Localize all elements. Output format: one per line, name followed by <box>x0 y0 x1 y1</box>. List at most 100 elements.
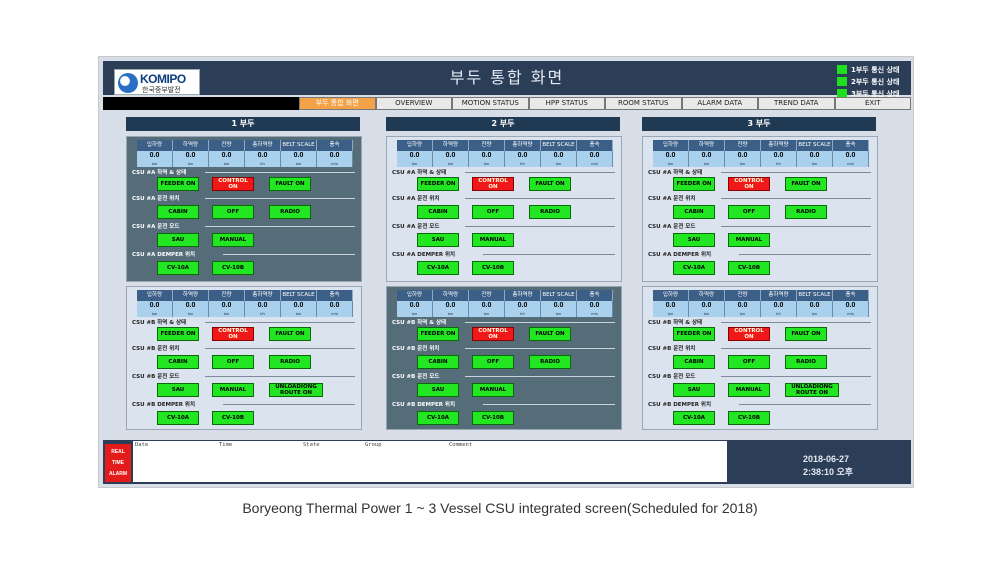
sau-button[interactable]: SAU <box>157 383 199 397</box>
radio-button[interactable]: RADIO <box>785 205 827 219</box>
table-header-cell: 입하량 <box>397 140 433 151</box>
csu-panel-vessel1-b: 입하량 하역량 잔량 총하역량 BELT SCALE 풍속 0.0 ton 0.0 ton 0.0 t… <box>126 286 362 430</box>
unit: ton <box>667 161 674 166</box>
off-button[interactable]: OFF <box>472 205 514 219</box>
cabin-button[interactable]: CABIN <box>417 205 459 219</box>
control-on-button[interactable]: CONTROL ON <box>212 327 254 341</box>
table-values: 0.0 ton 0.0 ton 0.0 ton 0.0 t/h 0.0 ton 0.0 m/s <box>137 151 353 167</box>
radio-button[interactable]: RADIO <box>785 355 827 369</box>
feeder-on-button[interactable]: FEEDER ON <box>157 327 199 341</box>
control-on-button[interactable]: CONTROL ON <box>728 327 770 341</box>
cv-10a-button[interactable]: CV-10A <box>673 411 715 425</box>
cv-10b-button[interactable]: CV-10B <box>472 411 514 425</box>
control-on-button[interactable]: CONTROL ON <box>212 177 254 191</box>
menu-motion-status[interactable]: MOTION STATUS <box>452 97 529 110</box>
cabin-button[interactable]: CABIN <box>417 355 459 369</box>
cv-10a-button[interactable]: CV-10A <box>157 261 199 275</box>
value: 0.0 <box>445 302 456 309</box>
table-header-cell: 총하역량 <box>245 140 281 151</box>
table-header-cell: 잔량 <box>469 290 505 301</box>
cv-10a-button[interactable]: CV-10A <box>417 261 459 275</box>
section-label: CSU #B DEMPER 위치 <box>392 402 456 408</box>
table-header-cell: 입하량 <box>653 140 689 151</box>
unit: ton <box>151 161 158 166</box>
fault-on-button[interactable]: FAULT ON <box>785 177 827 191</box>
cabin-button[interactable]: CABIN <box>673 355 715 369</box>
off-button[interactable]: OFF <box>728 355 770 369</box>
off-button[interactable]: OFF <box>212 355 254 369</box>
feeder-on-button[interactable]: FEEDER ON <box>673 177 715 191</box>
fault-on-button[interactable]: FAULT ON <box>269 327 311 341</box>
table-value-cell: 0.0 ton <box>137 301 173 317</box>
manual-button[interactable]: MANUAL <box>212 233 254 247</box>
cv-10b-button[interactable]: CV-10B <box>472 261 514 275</box>
cabin-button[interactable]: CABIN <box>157 205 199 219</box>
feeder-on-button[interactable]: FEEDER ON <box>417 327 459 341</box>
feeder-on-button[interactable]: FEEDER ON <box>673 327 715 341</box>
menu-hpp-status[interactable]: HPP STATUS <box>528 97 605 110</box>
section-label: CSU #B 하역 & 상태 <box>392 320 447 326</box>
off-button[interactable]: OFF <box>728 205 770 219</box>
manual-button[interactable]: MANUAL <box>472 383 514 397</box>
fault-on-button[interactable]: FAULT ON <box>529 177 571 191</box>
manual-button[interactable]: MANUAL <box>728 233 770 247</box>
fault-on-button[interactable]: FAULT ON <box>269 177 311 191</box>
unloading-route-button[interactable]: UNLOADIONG ROUTE ON <box>785 383 839 397</box>
menu-trend-data[interactable]: TREND DATA <box>758 97 835 110</box>
control-on-button[interactable]: CONTROL ON <box>472 327 514 341</box>
unloading-route-button[interactable]: UNLOADIONG ROUTE ON <box>269 383 323 397</box>
section-divider <box>721 376 871 377</box>
value: 0.0 <box>737 152 748 159</box>
menu-integrated-view[interactable]: 부두 통합 화면 <box>299 97 376 110</box>
value: 0.0 <box>293 302 304 309</box>
feeder-on-button[interactable]: FEEDER ON <box>157 177 199 191</box>
radio-button[interactable]: RADIO <box>269 205 311 219</box>
control-on-button[interactable]: CONTROL ON <box>728 177 770 191</box>
cabin-button[interactable]: CABIN <box>157 355 199 369</box>
table-value-cell: 0.0 ton <box>281 151 317 167</box>
cv-10b-button[interactable]: CV-10B <box>728 261 770 275</box>
cv-10a-button[interactable]: CV-10A <box>157 411 199 425</box>
sau-button[interactable]: SAU <box>673 383 715 397</box>
measurement-table: 입하량 하역량 잔량 총하역량 BELT SCALE 풍속 0.0 ton 0.0 ton 0.0 t… <box>397 140 613 167</box>
cabin-button[interactable]: CABIN <box>673 205 715 219</box>
fault-on-button[interactable]: FAULT ON <box>529 327 571 341</box>
sau-button[interactable]: SAU <box>417 383 459 397</box>
sau-button[interactable]: SAU <box>417 233 459 247</box>
off-button[interactable]: OFF <box>212 205 254 219</box>
table-header-cell: 하역량 <box>689 140 725 151</box>
fault-on-button[interactable]: FAULT ON <box>785 327 827 341</box>
table-values: 0.0 ton 0.0 ton 0.0 ton 0.0 t/h 0.0 ton 0.0 m/s <box>137 301 353 317</box>
cv-10b-button[interactable]: CV-10B <box>212 411 254 425</box>
radio-button[interactable]: RADIO <box>269 355 311 369</box>
sau-button[interactable]: SAU <box>673 233 715 247</box>
radio-button[interactable]: RADIO <box>529 205 571 219</box>
scada-window: KOMIPO 한국중부발전 부두 통합 화면 1부두 통신 상태 2부두 통신 … <box>98 56 914 488</box>
manual-button[interactable]: MANUAL <box>472 233 514 247</box>
value: 0.0 <box>149 302 160 309</box>
unit: ton <box>703 161 710 166</box>
menu-exit[interactable]: EXIT <box>834 97 911 110</box>
table-header-cell: BELT SCALE <box>541 290 577 301</box>
manual-button[interactable]: MANUAL <box>212 383 254 397</box>
cv-10a-button[interactable]: CV-10A <box>417 411 459 425</box>
menu-room-status[interactable]: ROOM STATUS <box>605 97 682 110</box>
menu-overview[interactable]: OVERVIEW <box>375 97 452 110</box>
off-button[interactable]: OFF <box>472 355 514 369</box>
section-label: CSU #B 하역 & 상태 <box>132 320 187 326</box>
sau-button[interactable]: SAU <box>157 233 199 247</box>
cv-10b-button[interactable]: CV-10B <box>212 261 254 275</box>
menu-alarm-data[interactable]: ALARM DATA <box>681 97 758 110</box>
control-on-button[interactable]: CONTROL ON <box>472 177 514 191</box>
status-light-icon <box>837 89 847 98</box>
alarm-list[interactable]: Date Time State Group Comment <box>133 441 727 482</box>
cv-10b-button[interactable]: CV-10B <box>728 411 770 425</box>
value: 0.0 <box>701 302 712 309</box>
value: 0.0 <box>409 302 420 309</box>
cv-10a-button[interactable]: CV-10A <box>673 261 715 275</box>
table-header: 입하량 하역량 잔량 총하역량 BELT SCALE 풍속 <box>137 290 353 301</box>
manual-button[interactable]: MANUAL <box>728 383 770 397</box>
feeder-on-button[interactable]: FEEDER ON <box>417 177 459 191</box>
section-divider <box>483 254 615 255</box>
radio-button[interactable]: RADIO <box>529 355 571 369</box>
